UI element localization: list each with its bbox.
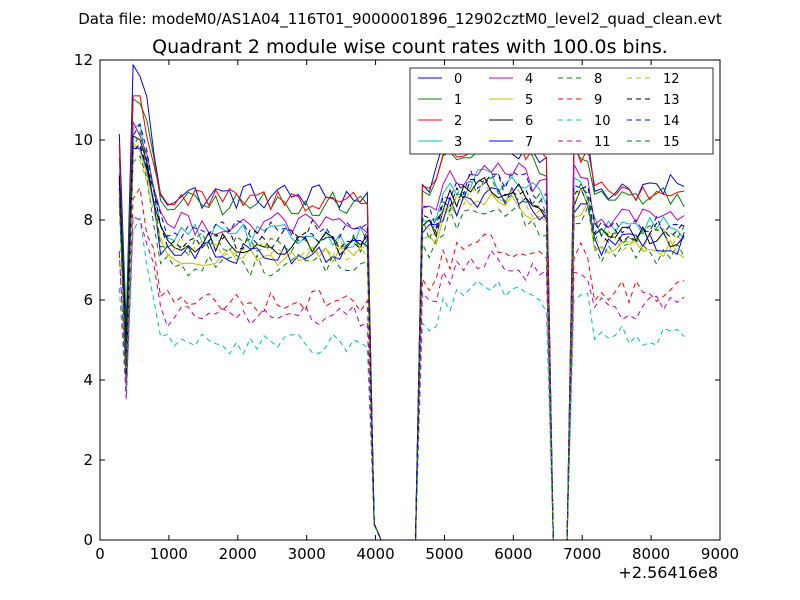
axis-ticks: 0 1000 2000 3000 4000 5000 6000 7000 8000 9000 0 2 4… xyxy=(74,51,739,563)
series-line-13 xyxy=(118,143,685,540)
legend-label-8: 8 xyxy=(594,72,602,87)
x-tick-label: 9000 xyxy=(701,545,739,563)
series-line-1 xyxy=(118,98,685,540)
x-tick-label: 7000 xyxy=(563,545,601,563)
x-tick-label: 0 xyxy=(95,545,105,563)
y-tick-label: 4 xyxy=(83,371,93,389)
series-line-5 xyxy=(118,141,685,540)
legend-label-1: 1 xyxy=(454,93,462,108)
y-tick-label: 8 xyxy=(83,211,93,229)
x-offset-label: +2.56416e8 xyxy=(618,563,718,582)
legend-label-3: 3 xyxy=(454,135,462,150)
series-line-14 xyxy=(118,123,685,540)
legend-label-2: 2 xyxy=(454,114,462,129)
legend-label-15: 15 xyxy=(663,135,680,150)
x-tick-label: 2000 xyxy=(219,545,257,563)
chart-title: Quadrant 2 module wise count rates with … xyxy=(152,36,668,58)
series-line-12 xyxy=(118,159,685,540)
legend-label-14: 14 xyxy=(663,114,680,129)
legend-label-10: 10 xyxy=(594,114,611,129)
x-tick-label: 1000 xyxy=(150,545,188,563)
y-tick-label: 6 xyxy=(83,291,93,309)
y-tick-label: 2 xyxy=(83,451,93,469)
x-tick-label: 4000 xyxy=(356,545,394,563)
plot-lines xyxy=(118,63,685,540)
legend-label-6: 6 xyxy=(525,114,533,129)
legend-label-12: 12 xyxy=(663,72,680,87)
legend-label-5: 5 xyxy=(525,93,533,108)
series-line-9 xyxy=(118,186,685,540)
legend-label-0: 0 xyxy=(454,72,462,87)
x-tick-label: 8000 xyxy=(632,545,670,563)
legend-label-4: 4 xyxy=(525,72,533,87)
legend-label-13: 13 xyxy=(663,93,680,108)
x-tick-label: 6000 xyxy=(494,545,532,563)
y-tick-label: 12 xyxy=(74,51,93,69)
x-tick-label: 5000 xyxy=(425,545,463,563)
legend-label-9: 9 xyxy=(594,93,602,108)
series-line-0 xyxy=(118,63,685,540)
legend-label-11: 11 xyxy=(594,135,611,150)
series-line-2 xyxy=(118,95,685,540)
y-tick-label: 10 xyxy=(74,131,93,149)
y-tick-label: 0 xyxy=(83,531,93,549)
x-tick-label: 3000 xyxy=(288,545,326,563)
series-line-8 xyxy=(118,155,685,540)
legend-box xyxy=(409,67,714,155)
series-line-4 xyxy=(118,121,685,540)
figure-suptitle: Data file: modeM0/AS1A04_116T01_90000018… xyxy=(78,10,722,29)
series-line-3 xyxy=(118,122,685,540)
legend-label-7: 7 xyxy=(525,135,533,150)
